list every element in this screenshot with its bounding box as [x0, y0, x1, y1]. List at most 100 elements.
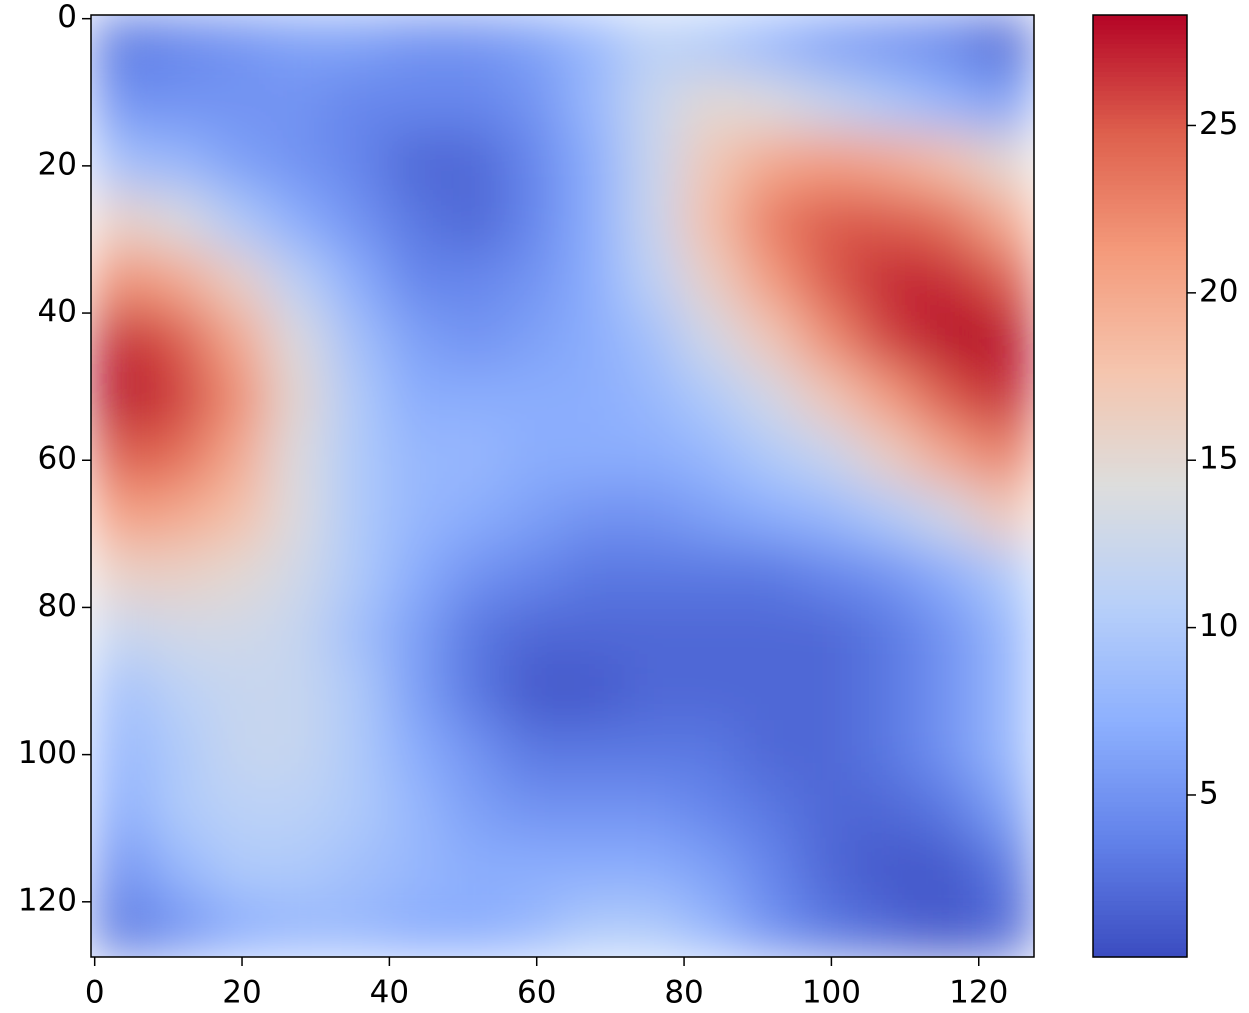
heatmap-cell	[326, 839, 387, 899]
colorbar-step	[1093, 843, 1187, 850]
heatmap-cell	[91, 132, 151, 193]
colorbar-step	[1093, 405, 1187, 412]
colorbar-step	[1093, 749, 1187, 756]
heatmap-cell	[857, 73, 917, 134]
heatmap-cell	[739, 191, 799, 251]
heatmap-cell	[91, 368, 151, 428]
heatmap-cell	[149, 780, 210, 840]
colorbar-step	[1093, 448, 1187, 454]
heatmap-cell	[444, 309, 505, 369]
heatmap-cell	[857, 780, 917, 840]
colorbar-step	[1093, 377, 1187, 383]
heatmap-cell	[444, 780, 505, 840]
heatmap-cell	[503, 250, 563, 310]
colorbar-step	[1093, 853, 1187, 859]
colorbar-step	[1093, 203, 1187, 209]
heatmap-cell	[208, 368, 269, 428]
heatmap-cell	[91, 721, 151, 781]
colorbar-step	[1093, 759, 1187, 765]
colorbar-step	[1093, 599, 1187, 605]
heatmap-cell	[503, 780, 563, 840]
heatmap-cell	[798, 368, 858, 428]
heatmap-cell	[326, 250, 387, 310]
heatmap-cell	[798, 721, 858, 781]
colorbar-step	[1093, 217, 1187, 223]
heatmap-cell	[444, 603, 505, 664]
colorbar-step	[1093, 815, 1187, 822]
heatmap-cell	[91, 898, 151, 957]
heatmap-cell	[680, 132, 740, 193]
heatmap-cell	[444, 544, 505, 605]
heatmap-cell	[385, 780, 446, 840]
colorbar-step	[1093, 132, 1187, 139]
heatmap-cell	[857, 15, 917, 75]
x-tick-label: 20	[222, 975, 261, 1011]
heatmap-cell	[916, 544, 976, 605]
colorbar-step	[1093, 909, 1187, 916]
colorbar-step	[1093, 438, 1187, 445]
heatmap-cell	[91, 191, 151, 251]
colorbar-step	[1093, 462, 1187, 468]
colorbar-step	[1093, 226, 1187, 233]
heatmap-cell	[916, 368, 976, 428]
colorbar-step	[1093, 763, 1187, 770]
heatmap-cell	[503, 132, 563, 193]
heatmap-cell	[503, 73, 563, 134]
colorbar-step	[1093, 528, 1187, 534]
heatmap-cell	[975, 544, 1034, 605]
colorbar-step	[1093, 928, 1187, 935]
heatmap-cell	[267, 780, 328, 840]
colorbar-step	[1093, 533, 1187, 539]
colorbar-step	[1093, 339, 1187, 346]
heatmap-cell	[798, 780, 858, 840]
colorbar-step	[1093, 429, 1187, 435]
heatmap-cell	[91, 15, 151, 75]
heatmap-cell	[326, 427, 387, 487]
heatmap-cell	[385, 839, 446, 899]
colorbar-step	[1093, 424, 1187, 431]
heatmap-cell	[916, 191, 976, 251]
colorbar-step	[1093, 924, 1187, 930]
colorbar-step	[1093, 664, 1187, 671]
heatmap-cell	[326, 662, 387, 722]
heatmap-cell	[680, 603, 740, 664]
heatmap-cell	[798, 309, 858, 369]
heatmap-cell	[621, 250, 681, 310]
heatmap-cell	[562, 191, 622, 251]
heatmap-cell	[326, 603, 387, 664]
colorbar-step	[1093, 862, 1187, 869]
colorbar-step	[1093, 858, 1187, 864]
colorbar-step	[1093, 876, 1187, 883]
colorbar-step	[1093, 212, 1187, 219]
heatmap-cell	[975, 898, 1034, 957]
colorbar-step	[1093, 90, 1187, 96]
heatmap-cell	[739, 132, 799, 193]
heatmap-cell	[91, 486, 151, 546]
heatmap-cell	[621, 662, 681, 722]
colorbar-step	[1093, 288, 1187, 294]
colorbar-step	[1093, 29, 1187, 35]
heatmap-cell	[975, 309, 1034, 369]
colorbar-step	[1093, 608, 1187, 614]
colorbar-step	[1093, 62, 1187, 68]
colorbar-step	[1093, 881, 1187, 887]
colorbar-step	[1093, 942, 1187, 949]
colorbar-step	[1093, 57, 1187, 63]
heatmap-cell	[326, 73, 387, 134]
colorbar-step	[1093, 297, 1187, 303]
colorbar-step	[1093, 867, 1187, 873]
heatmap-cell	[916, 250, 976, 310]
colorbar-step	[1093, 250, 1187, 256]
x-tick-label: 0	[85, 975, 105, 1011]
colorbar-step	[1093, 636, 1187, 643]
colorbar-step	[1093, 316, 1187, 322]
heatmap-cell	[444, 721, 505, 781]
heatmap-cell	[326, 309, 387, 369]
colorbar-step	[1093, 222, 1187, 228]
heatmap-cell	[739, 250, 799, 310]
heatmap-cell	[798, 250, 858, 310]
heatmap-cell	[680, 73, 740, 134]
heatmap-cell	[798, 15, 858, 75]
colorbar-step	[1093, 189, 1187, 195]
